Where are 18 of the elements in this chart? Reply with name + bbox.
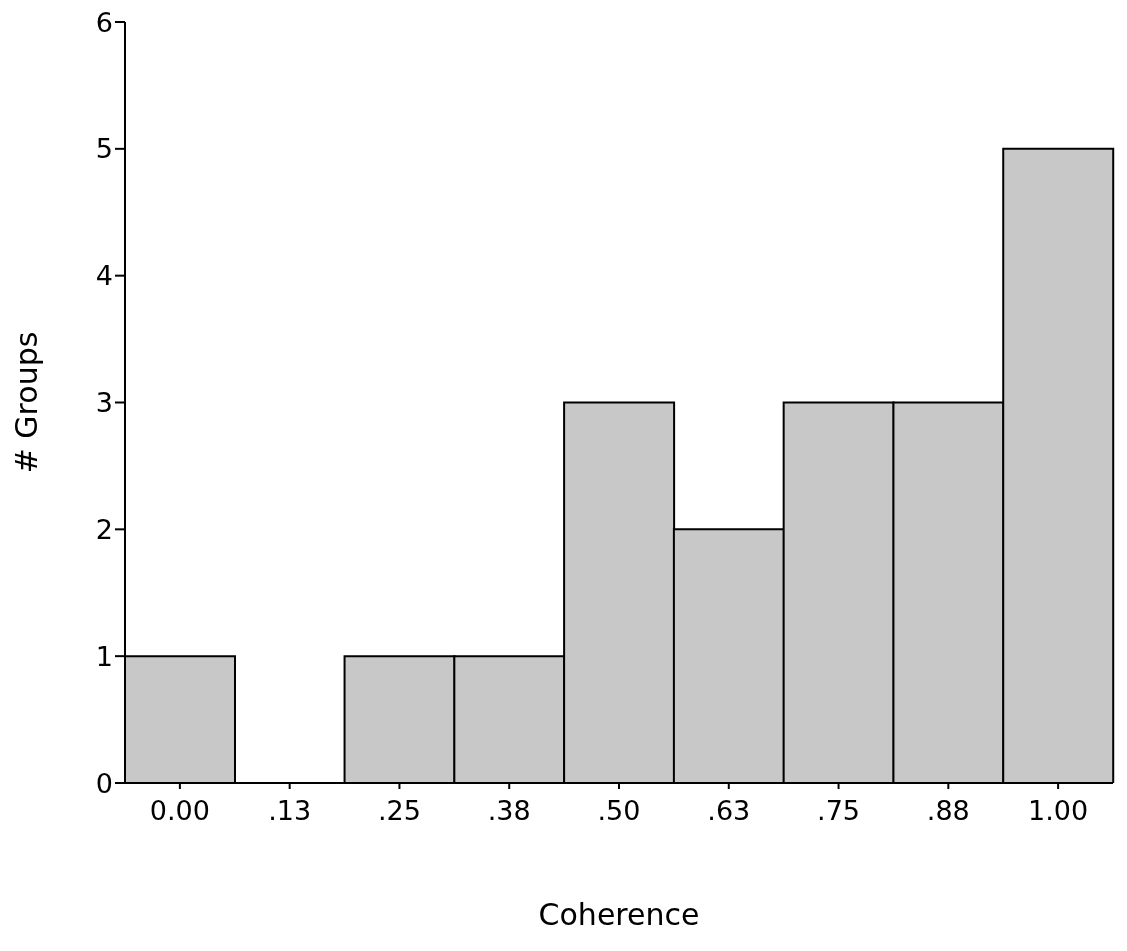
x-tick-label: .38: [487, 795, 531, 827]
y-axis-title: # Groups: [8, 331, 44, 474]
x-tick-label: .25: [377, 795, 421, 827]
x-tick-label: .50: [597, 795, 641, 827]
x-axis-title: Coherence: [538, 897, 700, 932]
y-tick-label: 5: [95, 133, 113, 165]
y-tick-label: 3: [95, 387, 113, 419]
x-tick-label: .63: [707, 795, 751, 827]
y-tick-label: 6: [95, 6, 113, 38]
x-tick-label: 0.00: [149, 795, 210, 827]
x-tick-label: .88: [926, 795, 970, 827]
y-tick-label: 0: [95, 767, 113, 799]
y-tick-label: 1: [95, 640, 113, 672]
x-tick-label: 1.00: [1028, 795, 1089, 827]
x-tick-label: .75: [817, 795, 861, 827]
y-tick-label: 2: [95, 513, 113, 545]
x-tick-label: .13: [268, 795, 312, 827]
y-tick-label: 4: [95, 260, 113, 292]
